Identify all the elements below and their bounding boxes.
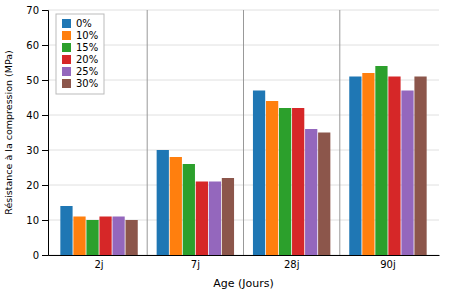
bars xyxy=(60,66,426,255)
y-tick: 70 xyxy=(26,5,48,16)
bar-series xyxy=(99,77,400,256)
y-tick-mark xyxy=(42,80,48,81)
bar xyxy=(362,73,374,255)
legend-label: 25% xyxy=(76,66,98,77)
y-axis: 0 10 20 30 40 50 60 70 xyxy=(26,5,48,261)
bar xyxy=(86,220,98,255)
grid xyxy=(48,10,439,255)
legend: 0%10%15%20%25%30% xyxy=(56,14,104,94)
x-axis-title: Age (Jours) xyxy=(213,277,274,290)
y-tick-mark xyxy=(42,115,48,116)
bar xyxy=(157,150,169,255)
legend-swatch xyxy=(62,31,71,40)
legend-label: 30% xyxy=(76,78,98,89)
y-tick-label: 70 xyxy=(26,5,39,16)
bar xyxy=(73,217,85,256)
bar xyxy=(209,182,221,256)
bar xyxy=(292,108,304,255)
x-tick: 2j xyxy=(94,259,103,270)
y-axis-title: Résistance à la compression (MPa) xyxy=(3,50,14,215)
legend-item: 10% xyxy=(62,30,98,41)
y-tick-mark xyxy=(42,45,48,46)
group-separator xyxy=(339,10,340,255)
bar xyxy=(99,217,111,256)
bar xyxy=(183,164,195,255)
bar xyxy=(170,157,182,255)
legend-swatch xyxy=(62,55,71,64)
chart-container: 0 10 20 30 40 50 60 70 2j 7j 28j 90j Age (Jours) Rési… xyxy=(0,0,449,293)
bar-series xyxy=(112,91,413,256)
legend-item: 20% xyxy=(62,54,98,65)
x-tick-label: 90j xyxy=(380,259,396,270)
y-axis-line xyxy=(42,11,49,256)
bar xyxy=(222,178,234,255)
legend-item: 30% xyxy=(62,78,98,89)
bar xyxy=(112,217,124,256)
y-tick-label: 60 xyxy=(26,40,39,51)
bar xyxy=(253,91,265,256)
x-axis: 2j 7j 28j 90j xyxy=(49,256,440,271)
legend-swatch xyxy=(62,19,71,28)
bar xyxy=(401,91,413,256)
bar-series xyxy=(125,77,426,256)
y-tick: 30 xyxy=(26,145,48,156)
plot-root: 0 10 20 30 40 50 60 70 2j 7j 28j 90j Age (Jours) Rési… xyxy=(3,5,440,290)
y-tick: 20 xyxy=(26,180,48,191)
legend-item: 25% xyxy=(62,66,98,77)
y-tick-mark xyxy=(42,185,48,186)
y-tick-mark xyxy=(42,10,48,11)
y-tick-label: 20 xyxy=(26,180,39,191)
x-tick-label: 28j xyxy=(284,259,300,270)
y-tick: 60 xyxy=(26,40,48,51)
y-tick-mark xyxy=(42,150,48,151)
bar xyxy=(414,77,426,256)
bar xyxy=(196,182,208,256)
legend-label: 0% xyxy=(76,18,92,29)
y-tick-label: 50 xyxy=(26,75,39,86)
bar xyxy=(318,133,330,256)
bar xyxy=(60,206,72,255)
chart-svg: 0 10 20 30 40 50 60 70 2j 7j 28j 90j Age (Jours) Rési… xyxy=(0,0,449,293)
legend-label: 20% xyxy=(76,54,98,65)
y-tick-label: 0 xyxy=(33,250,39,261)
x-tick-label: 2j xyxy=(94,259,103,270)
y-tick-label: 30 xyxy=(26,145,39,156)
x-tick: 90j xyxy=(380,259,396,270)
y-tick-label: 40 xyxy=(26,110,39,121)
legend-box xyxy=(56,14,104,94)
legend-swatch xyxy=(62,79,71,88)
x-tick: 28j xyxy=(284,259,300,270)
bar xyxy=(279,108,291,255)
bar-series xyxy=(73,73,374,255)
bar xyxy=(125,220,137,255)
legend-label: 10% xyxy=(76,30,98,41)
y-tick-label: 10 xyxy=(26,215,39,226)
legend-item: 0% xyxy=(62,18,92,29)
bar xyxy=(388,77,400,256)
x-tick: 7j xyxy=(191,259,200,270)
y-tick: 0 xyxy=(33,250,48,261)
bar-series xyxy=(60,77,361,256)
y-tick-mark xyxy=(42,220,48,221)
bar xyxy=(349,77,361,256)
legend-item: 15% xyxy=(62,42,98,53)
bar xyxy=(375,66,387,255)
y-tick: 40 xyxy=(26,110,48,121)
x-axis-line xyxy=(49,255,440,256)
x-tick-label: 7j xyxy=(191,259,200,270)
y-tick-mark xyxy=(42,255,48,256)
bar xyxy=(266,101,278,255)
bar-series xyxy=(86,66,387,255)
group-separator xyxy=(243,10,244,255)
legend-swatch xyxy=(62,43,71,52)
y-tick: 10 xyxy=(26,215,48,226)
group-separators xyxy=(147,10,340,255)
bar xyxy=(305,129,317,255)
y-tick: 50 xyxy=(26,75,48,86)
legend-swatch xyxy=(62,67,71,76)
legend-label: 15% xyxy=(76,42,98,53)
group-separator xyxy=(147,10,148,255)
